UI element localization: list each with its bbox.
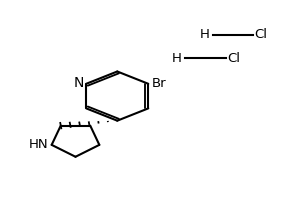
- Text: H: H: [199, 28, 209, 41]
- Text: HN: HN: [28, 138, 48, 151]
- Text: Br: Br: [152, 77, 167, 90]
- Text: Cl: Cl: [254, 28, 268, 41]
- Text: Cl: Cl: [227, 52, 240, 65]
- Text: N: N: [74, 76, 84, 90]
- Text: H: H: [172, 52, 182, 65]
